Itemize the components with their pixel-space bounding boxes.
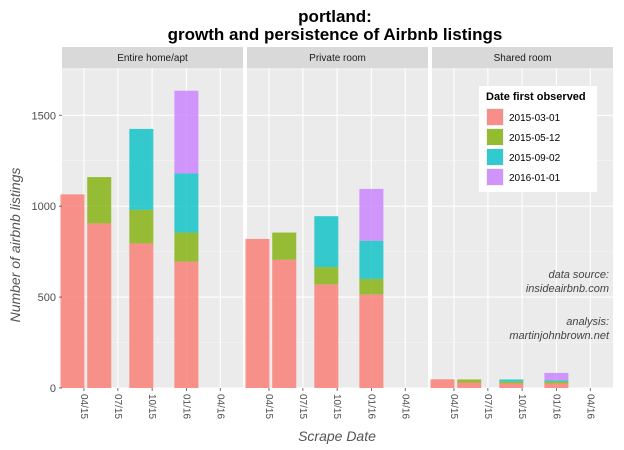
panel-entire-home-apt: Entire home/apt (60, 47, 243, 389)
bar-shared-room-2015-03-01-2015-03-01 (430, 379, 455, 388)
bar-shared-room-2016-01-01-2015-03-01 (544, 383, 569, 388)
x-tick-label: 01/16 (180, 394, 191, 419)
bar-shared-room-2015-09-02-2015-05-12 (499, 381, 524, 384)
legend-title: Date first observed (486, 91, 586, 103)
bar-shared-room-2016-01-01-2015-09-02 (544, 380, 569, 382)
x-axis-title: Scrape Date (298, 428, 376, 444)
annotation-analysis-label: analysis: (566, 316, 609, 328)
x-tick-label: 07/15 (112, 394, 123, 419)
legend-label-2015-09-02: 2015-09-02 (509, 153, 561, 164)
legend-label-2015-03-01: 2015-03-01 (509, 113, 561, 124)
legend-label-2015-05-12: 2015-05-12 (509, 133, 561, 144)
x-axis: 04/15 07/15 10/15 01/16 04/16 04/15 07/15 10/15… (78, 388, 595, 419)
y-tick-label: 500 (38, 292, 56, 304)
panel-strip (62, 47, 243, 68)
x-tick-label: 10/15 (516, 394, 527, 419)
annotation-analysis-value: martinjohnbrown.net (509, 330, 610, 342)
bar-private-room-2016-01-01-2016-01-01 (359, 188, 384, 241)
x-tick-label: 01/16 (365, 394, 376, 419)
x-tick-label: 10/15 (146, 394, 157, 419)
panel-strip-label: Entire home/apt (117, 53, 188, 64)
legend-swatch-2016-01-01 (487, 169, 503, 185)
x-tick-label: 10/15 (331, 394, 342, 419)
x-tick-label: 07/15 (297, 394, 308, 419)
x-tick-label: 04/16 (214, 394, 225, 419)
panel-strip (432, 47, 613, 68)
bar-entire-home-apt-2015-05-12-2015-03-01 (87, 223, 112, 388)
bar-entire-home-apt-2016-01-01-2015-05-12 (174, 232, 199, 262)
legend-swatch-2015-05-12 (487, 129, 503, 145)
x-tick-label: 04/15 (448, 394, 459, 419)
bar-private-room-2015-09-02-2015-09-02 (314, 216, 339, 268)
chart-title-line2: growth and persistence of Airbnb listing… (168, 25, 503, 44)
bar-private-room-2015-03-01-2015-03-01 (245, 238, 270, 388)
legend-swatch-2015-03-01 (487, 109, 503, 125)
bar-shared-room-2015-09-02-2015-09-02 (499, 379, 524, 382)
bar-private-room-2015-09-02-2015-03-01 (314, 284, 339, 388)
bars-shared-room (430, 372, 569, 388)
bar-private-room-2015-09-02-2015-05-12 (314, 267, 339, 285)
x-tick-label: 04/15 (263, 394, 274, 419)
bar-private-room-2016-01-01-2015-03-01 (359, 294, 384, 388)
x-tick-label: 07/15 (482, 394, 493, 419)
annotation-data-source-value: insideairbnb.com (526, 283, 609, 295)
bars-entire-home-apt (60, 90, 199, 388)
y-tick-label: 1500 (32, 110, 56, 122)
x-tick-label: 04/15 (78, 394, 89, 419)
bar-private-room-2015-05-12-2015-03-01 (272, 259, 297, 388)
bar-entire-home-apt-2015-03-01-2015-03-01 (60, 194, 85, 388)
panel-private-room: Private room (245, 47, 428, 389)
panel-strip-label: Private room (309, 53, 366, 64)
bar-shared-room-2015-05-12-2015-03-01 (457, 382, 482, 388)
bar-entire-home-apt-2015-05-12-2015-05-12 (87, 177, 112, 224)
bar-private-room-2016-01-01-2015-05-12 (359, 278, 384, 295)
bar-entire-home-apt-2016-01-01-2015-03-01 (174, 261, 199, 388)
bar-shared-room-2015-09-02-2015-03-01 (499, 383, 524, 388)
bar-shared-room-2015-05-12-2015-05-12 (457, 379, 482, 383)
bar-entire-home-apt-2016-01-01-2015-09-02 (174, 173, 199, 233)
x-tick-label: 04/16 (584, 394, 595, 419)
x-tick-label: 04/16 (399, 394, 410, 419)
panel-strip-label: Shared room (494, 53, 552, 64)
legend-swatch-2015-09-02 (487, 149, 503, 165)
y-tick-label: 1000 (32, 201, 56, 213)
bars-private-room (245, 188, 384, 388)
legend-label-2016-01-01: 2016-01-01 (509, 173, 561, 184)
annotation-data-source-label: data source: (548, 269, 609, 281)
y-tick-label: 0 (50, 383, 56, 395)
bar-entire-home-apt-2016-01-01-2016-01-01 (174, 90, 199, 174)
chart-title-line1: portland: (298, 7, 372, 26)
bar-entire-home-apt-2015-09-02-2015-05-12 (129, 209, 154, 244)
y-axis-title: Number of airbnb listings (7, 168, 23, 323)
legend: Date first observed 2015-03-01 2015-05-12 2… (479, 86, 597, 192)
bar-private-room-2016-01-01-2015-09-02 (359, 240, 384, 279)
x-tick-label: 01/16 (550, 394, 561, 419)
panel-strip (247, 47, 428, 68)
bar-shared-room-2016-01-01-2015-05-12 (544, 381, 569, 384)
y-axis: 0 500 1000 1500 (32, 110, 62, 395)
bar-entire-home-apt-2015-09-02-2015-09-02 (129, 128, 154, 210)
bar-entire-home-apt-2015-09-02-2015-03-01 (129, 243, 154, 388)
bar-shared-room-2016-01-01-2016-01-01 (544, 372, 569, 381)
bar-private-room-2015-05-12-2015-05-12 (272, 232, 297, 260)
